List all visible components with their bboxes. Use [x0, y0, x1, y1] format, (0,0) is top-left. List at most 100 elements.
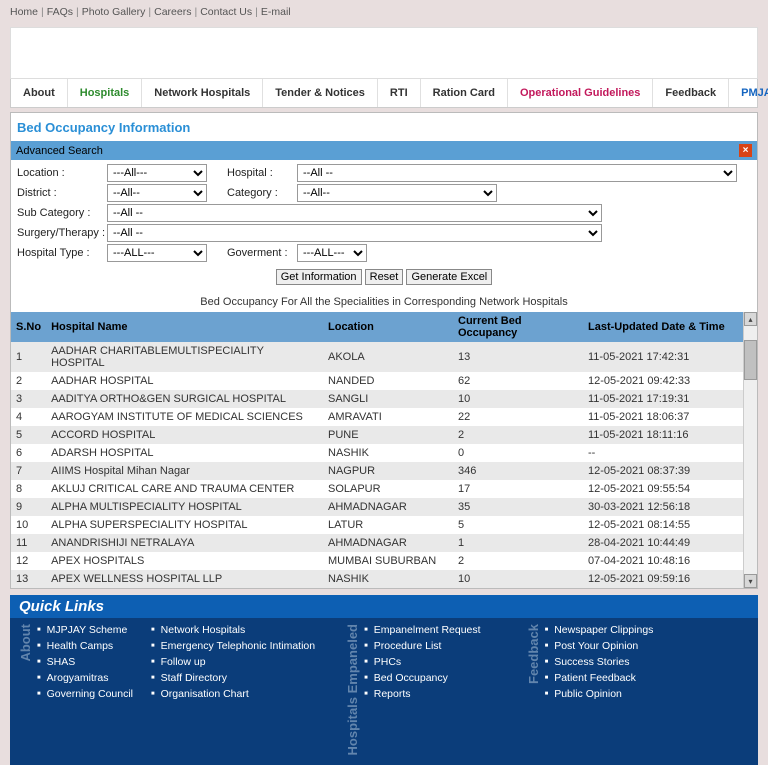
quick-link[interactable]: SHAS [47, 656, 76, 668]
main-tabs: AboutHospitalsNetwork HospitalsTender & … [10, 79, 758, 108]
tab-feedback[interactable]: Feedback [653, 79, 729, 107]
table-cell: 1 [453, 534, 583, 552]
quick-link[interactable]: Follow up [161, 656, 206, 668]
table-cell: 7 [11, 462, 46, 480]
col-hospital: Hospital Name [46, 312, 323, 342]
surgery-select[interactable]: --All -- [107, 224, 602, 242]
table-cell: LATUR [323, 516, 453, 534]
quick-link[interactable]: Arogyamitras [47, 672, 109, 684]
table-row: 12APEX HOSPITALSMUMBAI SUBURBAN207-04-20… [11, 552, 743, 570]
table-row: 7AIIMS Hospital Mihan NagarNAGPUR34612-0… [11, 462, 743, 480]
quick-link[interactable]: Post Your Opinion [554, 640, 638, 652]
quick-link[interactable]: Health Camps [47, 640, 114, 652]
tab-ration-card[interactable]: Ration Card [421, 79, 508, 107]
district-select[interactable]: --All-- [107, 184, 207, 202]
tab-operational-guidelines[interactable]: Operational Guidelines [508, 79, 653, 107]
quick-link-item: PHCs [364, 654, 480, 670]
get-information-button[interactable]: Get Information [276, 269, 362, 285]
quick-link[interactable]: Reports [374, 688, 411, 700]
quick-link-list: Network Hospitals Emergency Telephonic In… [151, 622, 315, 702]
advanced-search-label: Advanced Search [16, 145, 103, 157]
table-cell: 2 [453, 552, 583, 570]
table-cell: 13 [11, 570, 46, 588]
top-nav-link[interactable]: Contact Us [200, 6, 252, 18]
quick-link-item: Newspaper Clippings [545, 622, 654, 638]
quick-link-list: Newspaper Clippings Post Your Opinion Succ… [545, 622, 654, 702]
tab-pmjay[interactable]: PMJAY [729, 79, 768, 107]
quick-link-item: Patient Feedback [545, 670, 654, 686]
quick-link[interactable]: Empanelment Request [374, 624, 481, 636]
table-cell: 2 [453, 426, 583, 444]
table-cell: AHMADNAGAR [323, 498, 453, 516]
reset-button[interactable]: Reset [365, 269, 404, 285]
table-cell: 12-05-2021 09:55:54 [583, 480, 743, 498]
scroll-down-icon[interactable]: ▾ [744, 574, 757, 588]
table-row: 6ADARSH HOSPITALNASHIK0-- [11, 444, 743, 462]
scroll-up-icon[interactable]: ▴ [744, 312, 757, 326]
quick-link[interactable]: Organisation Chart [161, 688, 249, 700]
quick-link-item: Arogyamitras [37, 670, 133, 686]
quick-link[interactable]: Network Hospitals [161, 624, 246, 636]
quick-link-item: Public Opinion [545, 686, 654, 702]
table-cell: 11 [11, 534, 46, 552]
top-nav-link[interactable]: Careers [154, 6, 191, 18]
quick-link[interactable]: Emergency Telephonic Intimation [161, 640, 315, 652]
table-cell: SANGLI [323, 390, 453, 408]
tab-about[interactable]: About [11, 79, 68, 107]
table-cell: 17 [453, 480, 583, 498]
quick-link[interactable]: Staff Directory [161, 672, 227, 684]
table-cell: AADHAR CHARITABLEMULTISPECIALITY HOSPITA… [46, 342, 323, 372]
quick-link[interactable]: Bed Occupancy [374, 672, 448, 684]
scrollbar[interactable]: ▴ ▾ [743, 312, 757, 588]
table-cell: AMRAVATI [323, 408, 453, 426]
quick-link-item: Reports [364, 686, 480, 702]
quick-link-item: SHAS [37, 654, 133, 670]
quick-link[interactable]: Public Opinion [554, 688, 622, 700]
location-select[interactable]: ---All--- [107, 164, 207, 182]
generate-excel-button[interactable]: Generate Excel [406, 269, 492, 285]
top-nav-link[interactable]: Photo Gallery [82, 6, 146, 18]
government-select[interactable]: ---ALL--- [297, 244, 367, 262]
tab-tender-notices[interactable]: Tender & Notices [263, 79, 378, 107]
quick-link[interactable]: MJPJAY Scheme [47, 624, 128, 636]
top-nav-link[interactable]: FAQs [47, 6, 73, 18]
tab-hospitals[interactable]: Hospitals [68, 79, 143, 107]
table-cell: ALPHA MULTISPECIALITY HOSPITAL [46, 498, 323, 516]
category-label: Category : [227, 187, 297, 199]
quick-link[interactable]: Patient Feedback [554, 672, 636, 684]
top-nav-link[interactable]: E-mail [261, 6, 291, 18]
quick-link-group: FeedbackNewspaper ClippingsPost Your Opi… [524, 622, 672, 757]
hospital-select[interactable]: --All -- [297, 164, 737, 182]
table-cell: 6 [11, 444, 46, 462]
tab-network-hospitals[interactable]: Network Hospitals [142, 79, 263, 107]
table-cell: AIIMS Hospital Mihan Nagar [46, 462, 323, 480]
quick-link[interactable]: Success Stories [554, 656, 629, 668]
hospitaltype-select[interactable]: ---ALL--- [107, 244, 207, 262]
content: Bed Occupancy Information Advanced Searc… [10, 112, 758, 589]
quick-link[interactable]: Newspaper Clippings [554, 624, 653, 636]
top-nav-link[interactable]: Home [10, 6, 38, 18]
quick-link[interactable]: Governing Council [47, 688, 133, 700]
table-cell: NANDED [323, 372, 453, 390]
table-cell: AKOLA [323, 342, 453, 372]
tab-rti[interactable]: RTI [378, 79, 421, 107]
table-cell: 4 [11, 408, 46, 426]
quick-link[interactable]: PHCs [374, 656, 401, 668]
table-cell: AADITYA ORTHO&GEN SURGICAL HOSPITAL [46, 390, 323, 408]
quick-link-side-label: About [16, 622, 35, 664]
category-select[interactable]: --All-- [297, 184, 497, 202]
district-label: District : [17, 187, 107, 199]
quick-link-item: Emergency Telephonic Intimation [151, 638, 315, 654]
banner [10, 27, 758, 79]
table-row: 4AAROGYAM INSTITUTE OF MEDICAL SCIENCESA… [11, 408, 743, 426]
quick-link[interactable]: Procedure List [374, 640, 442, 652]
table-cell: ANANDRISHIJI NETRALAYA [46, 534, 323, 552]
table-cell: 12-05-2021 09:59:16 [583, 570, 743, 588]
table-cell: 12 [11, 552, 46, 570]
subcategory-select[interactable]: --All -- [107, 204, 602, 222]
table-row: 5ACCORD HOSPITALPUNE211-05-2021 18:11:16 [11, 426, 743, 444]
table-wrap: S.No Hospital Name Location Current Bed … [11, 312, 757, 588]
table-cell: 8 [11, 480, 46, 498]
scroll-thumb[interactable] [744, 340, 757, 380]
close-icon[interactable]: × [739, 144, 752, 157]
